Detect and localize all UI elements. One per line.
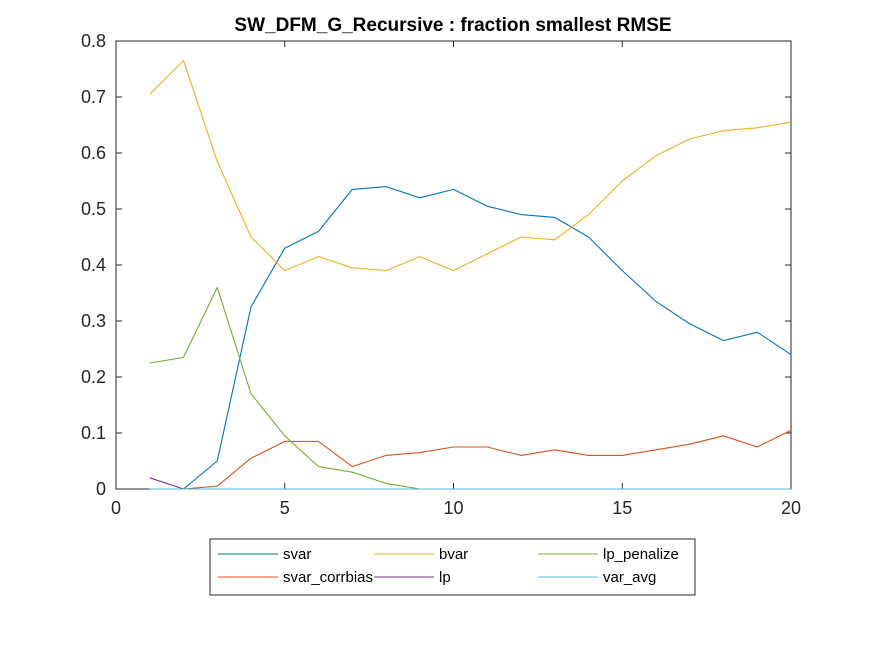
- axes: 0 5 10 15 20 0 0.1 0.2 0.3 0.4 0.5 0.6 0.7 0.8: [81, 31, 801, 518]
- y-tick-label: 0.2: [81, 367, 106, 387]
- legend-box: [209, 538, 696, 596]
- x-tick-label: 10: [443, 498, 463, 518]
- x-tick-label: 20: [781, 498, 801, 518]
- y-tick-label: 0: [96, 479, 106, 499]
- y-tick-label: 0.1: [81, 423, 106, 443]
- legend-label-lp: lp: [439, 569, 451, 586]
- x-tick-label: 0: [111, 498, 121, 518]
- x-tick-label: 15: [612, 498, 632, 518]
- legend: svar bvar lp_penalize svar_corrbias lp var_av…: [209, 538, 696, 596]
- x-tick-label: 5: [280, 498, 290, 518]
- legend-label-svar: svar: [283, 546, 311, 563]
- legend-label-lp-penalize: lp_penalize: [603, 546, 679, 563]
- series-line-svar-corrbias: [149, 429, 792, 490]
- y-tick-label: 0.8: [81, 31, 106, 51]
- chart-title: SW_DFM_G_Recursive : fraction smallest R…: [234, 15, 671, 36]
- series-line-bvar: [149, 60, 792, 272]
- y-tick-label: 0.5: [81, 199, 106, 219]
- y-tick-label: 0.4: [81, 255, 106, 275]
- y-tick-label: 0.7: [81, 87, 106, 107]
- legend-label-svar-corrbias: svar_corrbias: [283, 569, 373, 586]
- series-line-svar: [149, 186, 792, 490]
- plot-area: [116, 41, 791, 489]
- legend-label-bvar: bvar: [439, 546, 468, 563]
- legend-label-var-avg: var_avg: [603, 569, 656, 586]
- series-layer: [149, 60, 792, 490]
- y-tick-label: 0.3: [81, 311, 106, 331]
- y-tick-label: 0.6: [81, 143, 106, 163]
